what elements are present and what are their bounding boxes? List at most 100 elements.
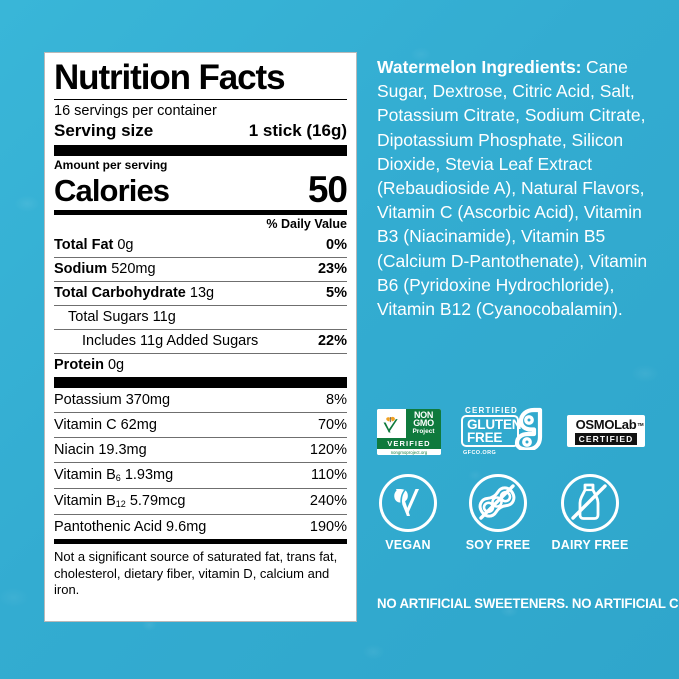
vitamin-rows: Potassium 370mg 8% Vitamin C 62mg 70% Niacin…: [54, 388, 347, 539]
vitamin-divider: [54, 462, 347, 463]
osmo-lab-certified-label: CERTIFIED: [574, 432, 638, 445]
vitamin-divider: [54, 488, 347, 489]
vitamin-name: Potassium 370mg: [54, 391, 171, 408]
nutrient-name: Sodium 520mg: [54, 261, 156, 278]
nutrient-rows: Total Fat 0g 0% Sodium 520mg 23% Total Carbo…: [54, 234, 347, 377]
vitamin-daily-value: 8%: [326, 391, 347, 408]
nutrient-daily-value: 5%: [326, 285, 347, 301]
nutrient-amount: 11g: [148, 309, 176, 325]
dairy-free-icon-item: DAIRY FREE: [545, 474, 635, 552]
nutrient-amount: 0g: [103, 357, 125, 373]
divider-thick-top: [54, 145, 347, 156]
gluten-free-certified-label: CERTIFIED: [465, 406, 519, 415]
vegan-circle: [379, 474, 437, 532]
nutrient-row: Sodium 520mg 23%: [54, 258, 347, 281]
vegan-icon-item: VEGAN: [363, 474, 453, 552]
soy-free-icon-item: SOY FREE: [453, 474, 543, 552]
nutrient-divider: [54, 305, 347, 306]
divider-under-calories: [54, 210, 347, 215]
vitamin-name: Vitamin B6 1.93mg: [54, 466, 174, 483]
gluten-free-wordmark: GLUTEN FREE: [461, 415, 521, 447]
divider-under-vitamins: [54, 539, 347, 544]
nutrient-amount: 520mg: [107, 261, 156, 277]
non-gmo-line2: GMO: [413, 418, 434, 429]
gluten-free-g-icon: [514, 407, 543, 450]
nutrient-label: Total Carbohydrate: [54, 285, 186, 301]
vitamin-subscript: 6: [115, 472, 121, 483]
nutrient-daily-value: 0%: [326, 237, 347, 253]
nutrient-name: Total Fat 0g: [54, 237, 134, 254]
nutrient-label: Sodium: [54, 261, 108, 277]
calories-row: Calories 50: [54, 169, 348, 210]
divider-under-title: [54, 99, 347, 100]
vegan-leaf-icon: [393, 488, 419, 516]
daily-value-header: % Daily Value: [266, 217, 347, 231]
vitamin-divider: [54, 514, 347, 515]
vegan-label: VEGAN: [385, 538, 431, 552]
amount-per-serving-label: Amount per serving: [54, 158, 168, 172]
soy-free-icon: [478, 483, 515, 520]
nutrient-divider: [54, 329, 347, 330]
serving-size-row: Serving size 1 stick (16g): [54, 120, 347, 145]
osmo-lab-name: OSMOLab: [575, 416, 637, 432]
vitamin-name: Pantothenic Acid 9.6mg: [54, 518, 207, 535]
soy-free-circle: [469, 474, 527, 532]
nutrient-name: Total Sugars 11g: [68, 309, 176, 326]
serving-size-label: Serving size: [54, 121, 154, 140]
nutrient-label: Protein: [54, 357, 104, 373]
vitamin-divider: [54, 437, 347, 438]
gluten-free-word2: FREE: [467, 430, 503, 445]
vitamin-divider: [54, 412, 347, 413]
nutrient-amount: 0g: [113, 237, 134, 253]
nutrient-row: Total Fat 0g 0%: [54, 234, 347, 257]
dairy-free-icon: [570, 483, 607, 520]
non-gmo-butterfly-icon: [383, 416, 398, 433]
vitamin-daily-value: 120%: [309, 441, 347, 458]
vitamin-name: Niacin 19.3mg: [54, 441, 147, 458]
nutrient-divider: [54, 257, 347, 258]
vitamin-row: Vitamin C 62mg 70%: [54, 413, 347, 437]
vitamin-row: Pantothenic Acid 9.6mg 190%: [54, 515, 347, 539]
nutrition-facts-panel: Nutrition Facts 16 servings per containe…: [44, 52, 357, 622]
non-gmo-wordmark: NON GMO Project: [406, 409, 441, 438]
divider-thick-middle: [54, 377, 347, 388]
non-gmo-url: nongmoproject.org: [377, 449, 441, 455]
certified-gluten-free-badge: CERTIFIED GLUTEN FREE GFCO.ORG: [461, 406, 545, 458]
nutrient-name: Protein 0g: [54, 357, 124, 374]
vitamin-name: Vitamin B12 5.79mcg: [54, 492, 186, 509]
servings-per-container: 16 servings per container: [54, 103, 217, 119]
nutrient-name: Includes 11g Added Sugars: [82, 333, 258, 350]
vitamin-subscript: 12: [115, 498, 126, 509]
vitamin-daily-value: 70%: [317, 416, 347, 433]
osmo-lab-certified-badge: OSMOLab TM CERTIFIED: [567, 415, 645, 447]
vitamin-daily-value: 240%: [309, 492, 347, 509]
ingredients-heading: Watermelon Ingredients:: [377, 57, 582, 77]
non-gmo-line1: NON: [413, 409, 434, 420]
calories-label: Calories: [54, 173, 170, 208]
soy-free-label: SOY FREE: [465, 538, 531, 552]
nutrient-row: Includes 11g Added Sugars 22%: [54, 330, 347, 353]
butterfly-checkmark-icon: [377, 409, 406, 438]
nutrient-label: Total Fat: [54, 237, 114, 253]
dairy-free-label: DAIRY FREE: [551, 538, 629, 552]
calories-value: 50: [307, 169, 348, 210]
vitamin-row: Potassium 370mg 8%: [54, 388, 347, 412]
non-gmo-project-verified-badge: NON GMO Project VERIFIED nongmoproject.o…: [377, 409, 441, 455]
vitamin-daily-value: 190%: [309, 518, 347, 535]
vitamin-row: Vitamin B12 5.79mcg 240%: [54, 489, 347, 514]
ingredients-block: Watermelon Ingredients: Cane Sugar, Dext…: [377, 55, 662, 321]
footnote-text: Not a significant source of saturated fa…: [54, 549, 338, 597]
nutrient-row: Protein 0g: [54, 354, 347, 377]
vitamin-daily-value: 110%: [310, 466, 347, 483]
nutrient-row: Total Sugars 11g: [54, 306, 347, 329]
nutrient-daily-value: 22%: [317, 333, 347, 349]
nutrient-name: Total Carbohydrate 13g: [54, 285, 214, 302]
vitamin-name: Vitamin C 62mg: [54, 416, 157, 433]
vitamin-row: Niacin 19.3mg 120%: [54, 438, 347, 462]
osmo-lab-tm: TM: [637, 421, 644, 427]
nutrient-amount: 13g: [185, 285, 215, 301]
ingredients-text: Cane Sugar, Dextrose, Citric Acid, Salt,…: [377, 57, 648, 320]
non-gmo-verified-label: VERIFIED: [377, 438, 441, 449]
serving-size-value: 1 stick (16g): [248, 121, 347, 140]
tagline-text: NO ARTIFICIAL SWEETENERS. NO ARTIFICIAL …: [377, 596, 679, 611]
